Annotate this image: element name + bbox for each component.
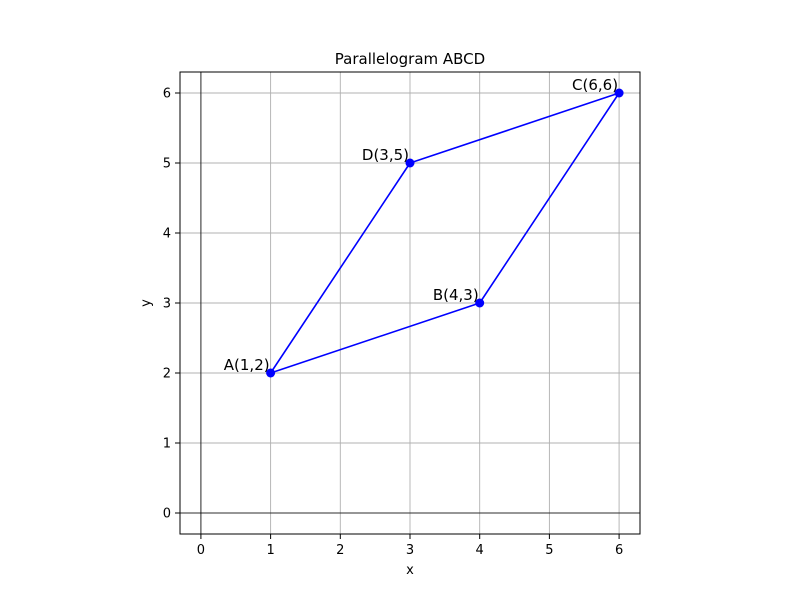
vertex-label-C: C(6,6) <box>572 76 618 94</box>
vertex-marker-C <box>614 88 624 98</box>
zero-axis-lines <box>180 72 640 534</box>
edge-AB <box>269 302 481 374</box>
vertex-markers <box>266 88 624 378</box>
y-tick-label: 3 <box>163 297 171 312</box>
x-axis-label: x <box>406 563 414 578</box>
y-tick-label: 1 <box>163 437 171 452</box>
vertex-labels: A(1,2) B(4,3) C(6,6) D(3,5) <box>224 76 618 374</box>
vertex-label-D: D(3,5) <box>362 146 409 164</box>
vertex-marker-A <box>266 368 276 378</box>
vertex-label-A: A(1,2) <box>224 356 270 374</box>
x-tick-label: 6 <box>615 543 623 558</box>
x-tick-label: 4 <box>476 543 484 558</box>
y-tick-label: 2 <box>163 367 171 382</box>
vertex-marker-B <box>475 298 485 308</box>
edge-DA <box>269 162 411 374</box>
edge-CD <box>409 92 620 164</box>
x-tick-label: 0 <box>197 543 205 558</box>
edge-BC <box>478 92 620 304</box>
y-tick-label: 6 <box>163 87 171 102</box>
y-tick-label: 0 <box>163 507 171 522</box>
x-tick-label: 2 <box>336 543 344 558</box>
parallelogram-series <box>269 92 620 374</box>
y-tick-label: 5 <box>163 157 171 172</box>
x-tick-label: 3 <box>406 543 414 558</box>
chart-title: Parallelogram ABCD <box>335 50 485 68</box>
y-axis-label: y <box>139 299 154 307</box>
y-tick-label: 4 <box>163 227 171 242</box>
vertex-label-B: B(4,3) <box>433 286 479 304</box>
x-tick-label: 5 <box>545 543 553 558</box>
x-tick-label: 1 <box>266 543 274 558</box>
axis-ticks: 0 1 2 3 4 5 6 0 1 2 3 4 5 6 <box>163 87 624 559</box>
vertex-marker-D <box>405 158 415 168</box>
